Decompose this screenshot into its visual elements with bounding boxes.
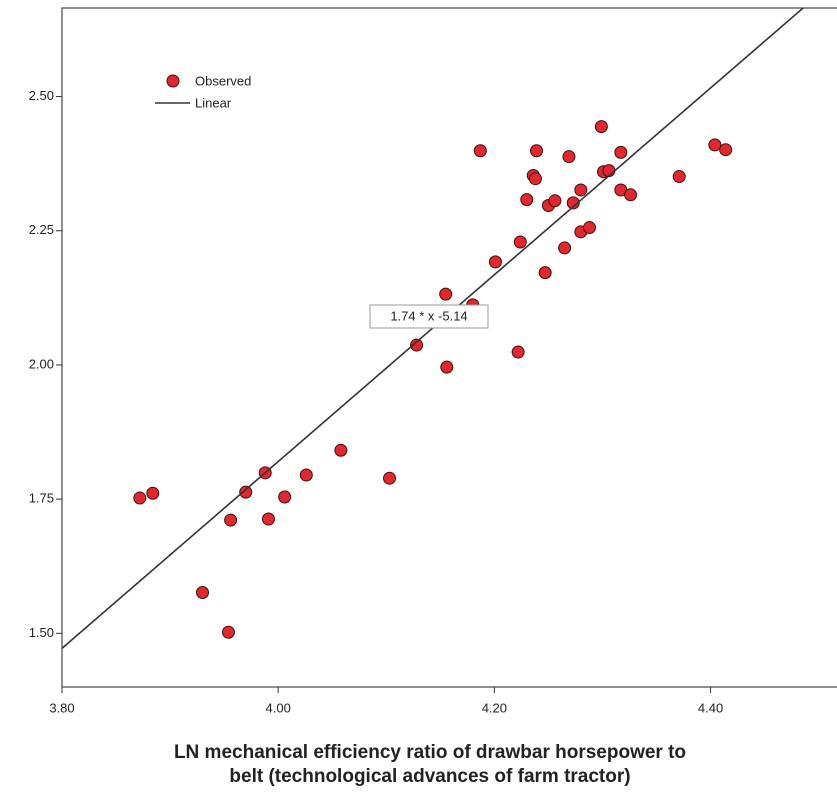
- x-tick-label: 3.80: [49, 700, 74, 715]
- point: [473, 144, 487, 158]
- y-tick-label: 2.00: [29, 356, 54, 371]
- y-tick-label: 1.50: [29, 625, 54, 640]
- x-axis-label: belt (technological advances of farm tra…: [229, 766, 630, 787]
- point: [239, 485, 253, 499]
- fit-label-box: [369, 304, 489, 329]
- x-tick-label: 4.00: [266, 700, 291, 715]
- point: [221, 625, 235, 639]
- legend-label: Observed: [195, 73, 251, 88]
- point: [530, 144, 544, 158]
- point: [594, 120, 608, 134]
- legend-marker: [166, 74, 180, 88]
- x-tick-label: 4.40: [698, 700, 723, 715]
- point: [624, 188, 638, 202]
- point: [528, 172, 542, 186]
- point: [440, 360, 454, 374]
- point: [133, 491, 147, 505]
- point: [334, 443, 348, 457]
- plot-area: [61, 7, 837, 688]
- y-tick-label: 1.75: [29, 491, 54, 506]
- point: [566, 196, 580, 210]
- point: [719, 143, 733, 157]
- point: [146, 486, 160, 500]
- fit-label: 1.74 * x -5.14: [390, 308, 467, 323]
- point: [410, 338, 424, 352]
- point: [299, 468, 313, 482]
- point: [278, 490, 292, 504]
- point: [614, 145, 628, 159]
- point: [511, 345, 525, 359]
- point: [520, 193, 534, 207]
- legend-label: Linear: [195, 95, 232, 110]
- point: [558, 241, 572, 255]
- y-tick-label: 2.50: [29, 88, 54, 103]
- plot-content: [62, 8, 805, 649]
- point: [439, 287, 453, 301]
- point: [708, 138, 722, 152]
- y-tick-label: 2.25: [29, 222, 54, 237]
- point: [383, 471, 397, 485]
- point: [224, 513, 238, 527]
- point: [548, 194, 562, 208]
- point: [488, 255, 502, 269]
- point: [672, 170, 686, 184]
- point: [538, 266, 552, 280]
- point: [574, 183, 588, 197]
- point: [513, 235, 527, 249]
- x-tick-label: 4.20: [482, 700, 507, 715]
- point: [196, 586, 210, 600]
- point: [261, 512, 275, 526]
- x-axis-label: LN mechanical efficiency ratio of drawba…: [174, 742, 686, 763]
- point: [562, 150, 576, 164]
- point: [582, 221, 596, 235]
